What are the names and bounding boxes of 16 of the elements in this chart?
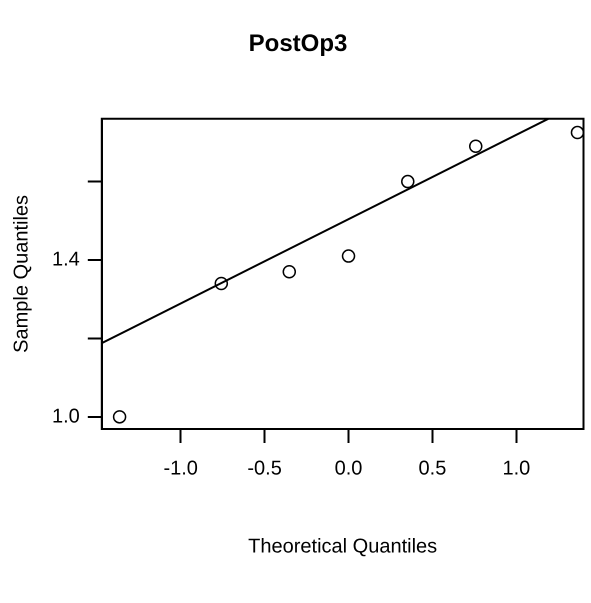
x-tick-label: 0.5 [418,458,446,480]
point [282,264,296,278]
point [570,126,584,140]
point [112,410,126,424]
point [214,276,228,290]
x-tick-label: 0.0 [334,458,362,480]
x-axis-title: Theoretical Quantiles [248,536,438,558]
x-tick-label: -1.0 [163,458,198,480]
chart-title: PostOp3 [248,30,348,58]
point [469,140,482,153]
x-tick-label: 1.0 [502,458,530,480]
y-tick-label: 1.4 [52,248,80,270]
x-tick-label: -0.5 [247,458,282,480]
point [401,174,415,188]
point [342,249,356,263]
y-axis-title: Sample Quantiles [10,194,33,353]
